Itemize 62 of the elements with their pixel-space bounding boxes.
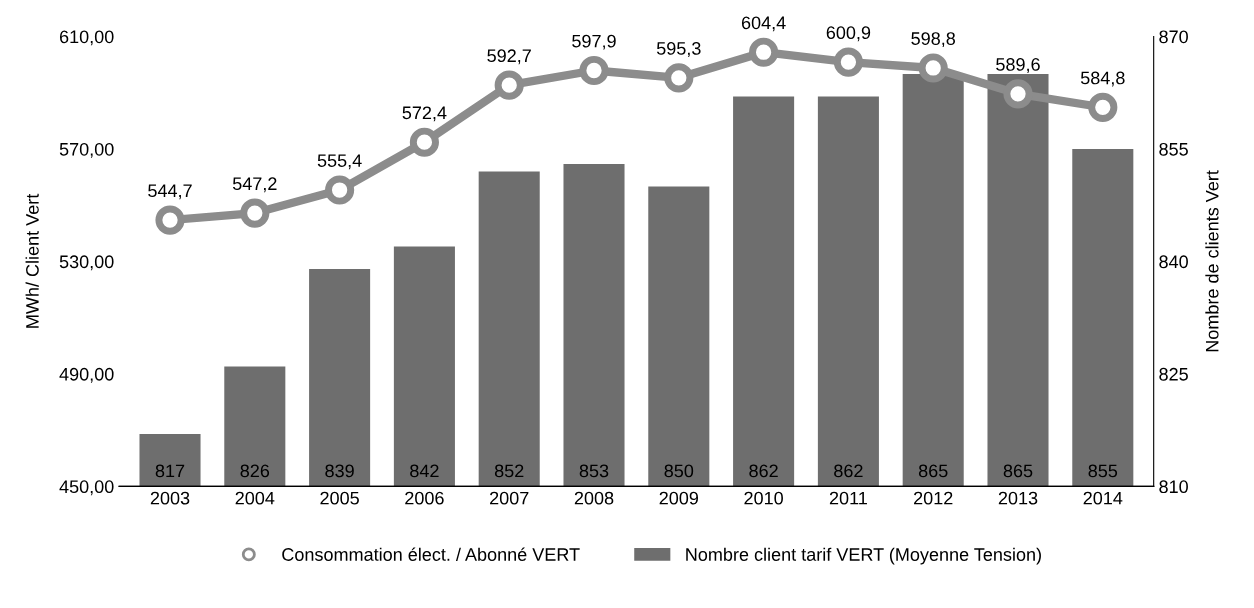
data-label: 839 (325, 464, 354, 478)
y2-tick-label: 855 (1159, 142, 1188, 156)
x-tick-label: 2005 (320, 491, 359, 505)
data-label: 572,4 (402, 106, 447, 122)
y-tick-label: 450,00 (59, 480, 114, 496)
x-tick-label: 2003 (150, 491, 190, 505)
data-label: 584,8 (1080, 71, 1125, 87)
data-label: 865 (1003, 464, 1033, 478)
y2-axis-title: Nombre de clients Vert (1205, 170, 1219, 352)
data-label: 592,7 (487, 49, 531, 65)
point (325, 175, 355, 205)
data-label: 600,9 (826, 26, 871, 42)
legend-label: Nombre client tarif VERT (Moyenne Tension) (686, 547, 1041, 565)
data-label: 855 (1088, 464, 1118, 478)
data-label: 598,8 (911, 32, 956, 48)
y-axis-title: MWh/ Client Vert (25, 193, 39, 328)
y2-tick-label: 870 (1159, 30, 1188, 44)
data-label: 555,4 (317, 154, 362, 170)
data-label: 604,4 (741, 16, 786, 32)
point (918, 53, 948, 83)
data-label: 850 (664, 464, 694, 478)
y2-tick-label: 825 (1159, 367, 1188, 381)
y-tick-label: 610,00 (59, 30, 114, 46)
x-tick-label: 2007 (490, 491, 529, 505)
data-label: 865 (918, 464, 948, 478)
x-tick-label: 2008 (574, 491, 614, 505)
data-label: 826 (240, 464, 270, 478)
y-tick-label: 530,00 (59, 255, 114, 271)
y2-tick-label: 840 (1159, 255, 1188, 269)
x-tick-label: 2004 (235, 491, 275, 505)
point (1003, 79, 1033, 109)
x-tick-label: 2013 (998, 491, 1038, 505)
point (240, 198, 270, 228)
legend-label: Consommation élect. / Abonné VERT (282, 547, 580, 561)
x-tick-label: 2010 (744, 491, 783, 505)
x-tick-label: 2012 (914, 491, 953, 505)
data-label: 842 (410, 464, 439, 478)
data-label: 544,7 (148, 184, 192, 200)
data-label: 853 (579, 464, 609, 478)
data-label: 817 (155, 464, 185, 478)
point (409, 127, 439, 157)
point (155, 205, 185, 235)
data-label: 547,2 (232, 177, 277, 193)
x-tick-label: 2014 (1083, 491, 1123, 505)
data-label: 597,9 (572, 34, 616, 50)
point (579, 55, 609, 86)
x-tick-label: 2009 (659, 491, 699, 505)
y-tick-label: 570,00 (59, 142, 114, 158)
point (494, 70, 524, 100)
x-tick-label: 2011 (829, 491, 867, 505)
data-label: 862 (749, 464, 778, 478)
data-label: 589,6 (996, 58, 1040, 73)
point (664, 63, 694, 93)
x-tick-label: 2006 (405, 491, 444, 505)
y-tick-label: 490,00 (59, 367, 114, 383)
data-label: 862 (834, 464, 863, 478)
data-label: 852 (494, 464, 524, 478)
point (749, 37, 779, 67)
y2-tick-label: 810 (1159, 480, 1188, 494)
point (833, 47, 863, 77)
point (1088, 92, 1118, 122)
data-label: 595,3 (656, 42, 701, 57)
